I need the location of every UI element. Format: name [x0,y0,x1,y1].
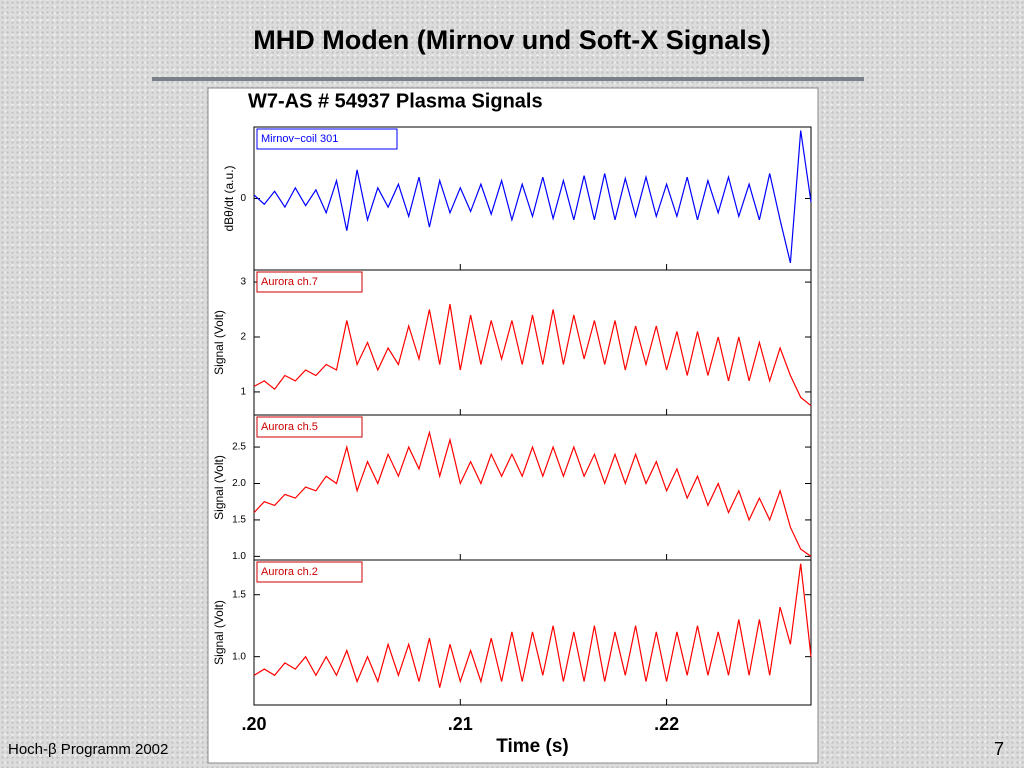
x-tick-label: .21 [448,714,473,734]
y-axis-label: dBθ/dt (a.u.) [222,165,236,231]
legend-box [256,128,398,150]
legend-box [256,416,363,438]
panel-frame [253,559,812,706]
footer: Hoch-β Programm 2002 [8,741,168,758]
legend-label: Mirnov−coil 301 [261,133,338,145]
title-rule [152,77,864,81]
legend-label: Aurora ch.5 [261,421,318,433]
y-tick-label: 0 [240,193,246,204]
y-tick-label: 1.5 [232,515,246,526]
y-tick-label: 2.5 [232,442,246,453]
y-axis-label: Signal (Volt) [212,600,226,665]
signal-line [253,430,812,557]
signal-line [253,303,812,407]
signal-line [253,130,812,264]
y-tick-label: 2 [240,332,246,343]
y-axis-label: Signal (Volt) [212,310,226,375]
y-tick-label: 2.0 [232,478,246,489]
legend-label: Aurora ch.7 [261,276,318,288]
signal-line [253,563,812,688]
y-axis-label: Signal (Volt) [212,455,226,520]
y-tick-label: 1.0 [232,651,246,662]
legend-box [256,561,363,583]
x-tick-label: .20 [241,714,266,734]
legend-box [256,271,363,293]
x-tick-label: .22 [654,714,679,734]
x-axis-label: Time (s) [496,736,569,757]
y-tick-label: 1.5 [232,589,246,600]
slide-title: MHD Moden (Mirnov und Soft-X Signals) [253,25,770,55]
legend-label: Aurora ch.2 [261,566,318,578]
y-tick-label: 3 [240,277,246,288]
y-tick-label: 1.0 [232,551,246,562]
chart-title: W7-AS # 54937 Plasma Signals [248,90,543,112]
page-number: 7 [994,739,1004,759]
y-tick-label: 1 [240,387,246,398]
